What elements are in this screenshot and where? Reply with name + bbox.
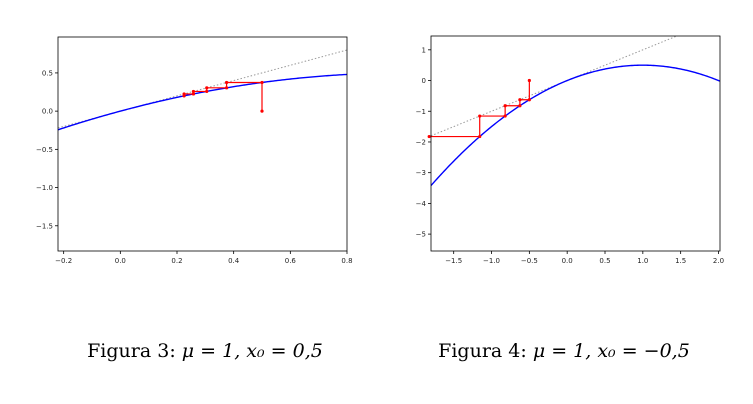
- y-tick-label: −2: [416, 138, 426, 146]
- axes-frame: [430, 35, 721, 252]
- iteration-point: [478, 114, 482, 118]
- iteration-point: [527, 78, 531, 83]
- caption-figure-4: Figura 4: μ = 1, x₀ = −0,5: [424, 340, 704, 362]
- x-tick-label: 1.5: [675, 257, 686, 265]
- x-tick-label: 0.0: [115, 257, 126, 265]
- iteration-point: [527, 98, 531, 102]
- chart-figure-4: −1.5 −1.0 −0.5 0.0 0.5 1.0 1.5 2.0 1 0 −1 −2 −3 −4 −5: [416, 35, 724, 265]
- iteration-point: [503, 104, 507, 108]
- chart-figure-3: −0.2 0.0 0.2 0.4 0.6 0.8 0.5 0.0 −0.5 −1.0 −1.5: [36, 36, 353, 265]
- figure-4: −1.5 −1.0 −0.5 0.0 0.5 1.0 1.5 2.0 1 0 −1 −2 −3 −4 −5: [376, 0, 753, 280]
- caption-mu: μ = 1,: [181, 340, 241, 362]
- iteration-point: [224, 86, 229, 90]
- y-tick-label: 0.5: [42, 69, 53, 77]
- y-tick-label: −1: [416, 108, 426, 116]
- caption-x0: x₀ = 0,5: [246, 340, 323, 362]
- y-tick-label: 0.0: [42, 108, 53, 116]
- caption-x0: x₀ = −0,5: [597, 340, 690, 362]
- x-tick-label: 0.5: [599, 257, 610, 265]
- iteration-path: [183, 81, 263, 112]
- y-tick-label: −5: [416, 231, 426, 239]
- x-tick-label: 1.0: [637, 257, 648, 265]
- caption-mu: μ = 1,: [532, 340, 592, 362]
- iteration-point: [260, 80, 264, 85]
- x-tick-label: −0.5: [521, 257, 538, 265]
- x-tick-label: 0.8: [341, 257, 352, 265]
- caption-prefix: Figura 4:: [438, 340, 533, 362]
- iteration-point: [427, 134, 431, 139]
- x-tick-label: 0.6: [285, 257, 297, 265]
- iteration-point: [503, 114, 507, 118]
- caption-prefix: Figura 3:: [87, 340, 182, 362]
- x-tick-label: 0.0: [562, 257, 573, 265]
- y-tick-label: 0: [422, 77, 426, 85]
- iteration-point: [205, 89, 209, 94]
- iteration-path: [431, 80, 530, 138]
- x-tick-label: −0.2: [55, 257, 72, 265]
- y-tick-label: −1.5: [36, 222, 53, 230]
- iteration-point: [224, 80, 229, 85]
- x-tick-label: 0.2: [171, 257, 182, 265]
- iteration-point: [518, 98, 522, 102]
- identity-line: [431, 36, 679, 137]
- y-tick-label: −3: [416, 169, 426, 177]
- y-tick-label: 1: [422, 46, 426, 54]
- iteration-point: [518, 104, 522, 108]
- y-tick-label: −0.5: [36, 146, 53, 154]
- iteration-point: [478, 134, 482, 139]
- iteration-point: [182, 94, 186, 98]
- y-tick-label: −4: [416, 200, 427, 208]
- x-tick-label: −1.5: [445, 257, 462, 265]
- figure-3: −0.2 0.0 0.2 0.4 0.6 0.8 0.5 0.0 −0.5 −1.0 −1.5: [0, 0, 370, 280]
- x-tick-label: 0.4: [228, 257, 240, 265]
- iteration-point: [191, 89, 196, 94]
- caption-figure-3: Figura 3: μ = 1, x₀ = 0,5: [70, 340, 340, 362]
- x-tick-label: 2.0: [713, 257, 724, 265]
- x-tick-label: −1.0: [483, 257, 500, 265]
- iteration-point: [191, 92, 196, 96]
- iteration-point: [205, 86, 209, 90]
- axes-frame: [57, 36, 348, 252]
- iteration-point: [260, 109, 264, 113]
- function-curve: [58, 73, 347, 131]
- y-tick-label: −1.0: [36, 184, 53, 192]
- function-curve: [431, 64, 720, 187]
